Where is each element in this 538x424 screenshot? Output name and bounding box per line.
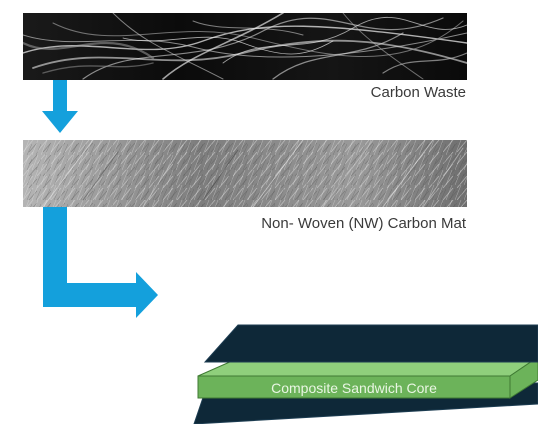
carbon-waste-label: Carbon Waste <box>370 84 466 101</box>
carbon-waste-texture <box>23 13 467 80</box>
top-carbon-skin <box>203 324 538 363</box>
nonwoven-carbon-mat-label: Non- Woven (NW) Carbon Mat <box>261 215 466 232</box>
nonwoven-carbon-mat-photo <box>23 140 467 207</box>
carbon-waste-photo <box>23 13 467 80</box>
core-label: Composite Sandwich Core <box>271 380 437 396</box>
core-layer: Composite Sandwich Core <box>197 356 538 399</box>
down-arrow-icon <box>42 80 78 133</box>
elbow-arrow-icon <box>43 207 158 318</box>
nonwoven-mat-texture <box>23 140 467 207</box>
